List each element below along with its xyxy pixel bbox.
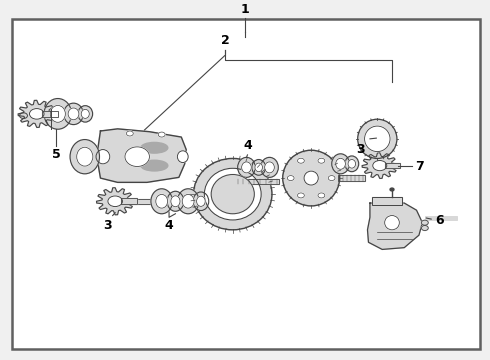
Text: 4: 4	[165, 219, 173, 232]
Ellipse shape	[385, 216, 399, 230]
Bar	[128, 199, 155, 204]
Text: 5: 5	[52, 148, 61, 161]
Circle shape	[20, 113, 27, 118]
Ellipse shape	[141, 143, 168, 153]
Circle shape	[287, 176, 294, 181]
Text: 3: 3	[103, 219, 112, 232]
Ellipse shape	[70, 140, 99, 174]
Circle shape	[126, 131, 133, 136]
Ellipse shape	[151, 189, 172, 214]
Bar	[372, 197, 402, 205]
Ellipse shape	[365, 126, 390, 152]
Ellipse shape	[81, 109, 89, 118]
Ellipse shape	[96, 149, 110, 164]
Ellipse shape	[204, 168, 261, 220]
Ellipse shape	[358, 119, 397, 158]
Bar	[425, 216, 457, 220]
Circle shape	[421, 220, 428, 225]
Ellipse shape	[156, 194, 168, 208]
Ellipse shape	[345, 156, 359, 172]
Bar	[121, 198, 137, 204]
Bar	[385, 163, 400, 168]
Bar	[235, 179, 279, 184]
Bar	[19, 109, 95, 129]
Text: 1: 1	[241, 3, 249, 16]
Ellipse shape	[76, 147, 93, 166]
Bar	[121, 198, 137, 204]
Ellipse shape	[78, 106, 93, 122]
Polygon shape	[97, 188, 134, 215]
Ellipse shape	[64, 103, 83, 125]
Ellipse shape	[238, 157, 255, 177]
Polygon shape	[98, 129, 186, 183]
Text: 7: 7	[416, 160, 424, 173]
Circle shape	[158, 132, 165, 137]
Circle shape	[328, 176, 335, 181]
Circle shape	[390, 188, 394, 191]
Bar	[128, 199, 155, 204]
Polygon shape	[18, 100, 55, 127]
Ellipse shape	[332, 154, 349, 174]
Ellipse shape	[141, 160, 168, 171]
Text: 3: 3	[356, 143, 365, 156]
Bar	[338, 175, 365, 181]
Bar	[235, 179, 279, 184]
Bar	[385, 163, 400, 168]
Ellipse shape	[261, 157, 278, 177]
Circle shape	[318, 193, 325, 198]
Ellipse shape	[171, 196, 180, 207]
Bar	[372, 197, 402, 205]
Polygon shape	[362, 153, 397, 179]
Ellipse shape	[68, 108, 79, 120]
Ellipse shape	[304, 171, 318, 185]
Bar	[42, 111, 58, 117]
Circle shape	[373, 161, 387, 171]
Ellipse shape	[177, 151, 188, 163]
Ellipse shape	[336, 158, 345, 169]
Text: 6: 6	[435, 214, 444, 227]
Polygon shape	[368, 203, 422, 249]
Circle shape	[318, 158, 325, 163]
Ellipse shape	[252, 159, 266, 175]
Circle shape	[297, 158, 304, 163]
Ellipse shape	[44, 99, 72, 129]
Ellipse shape	[194, 158, 272, 230]
Circle shape	[297, 193, 304, 198]
Ellipse shape	[283, 150, 340, 206]
Text: 4: 4	[243, 139, 252, 152]
Ellipse shape	[211, 175, 254, 214]
Ellipse shape	[196, 196, 205, 206]
Ellipse shape	[242, 162, 251, 173]
Ellipse shape	[167, 191, 184, 211]
Ellipse shape	[182, 194, 194, 208]
Bar	[338, 175, 365, 181]
Ellipse shape	[177, 189, 199, 214]
Text: 2: 2	[221, 34, 230, 47]
Bar	[42, 111, 58, 117]
Ellipse shape	[50, 105, 65, 122]
Circle shape	[421, 225, 428, 230]
Circle shape	[108, 196, 122, 207]
Ellipse shape	[265, 162, 274, 173]
Ellipse shape	[255, 163, 263, 172]
Ellipse shape	[193, 192, 209, 211]
Ellipse shape	[125, 147, 149, 166]
Ellipse shape	[348, 159, 356, 168]
Circle shape	[29, 109, 44, 119]
